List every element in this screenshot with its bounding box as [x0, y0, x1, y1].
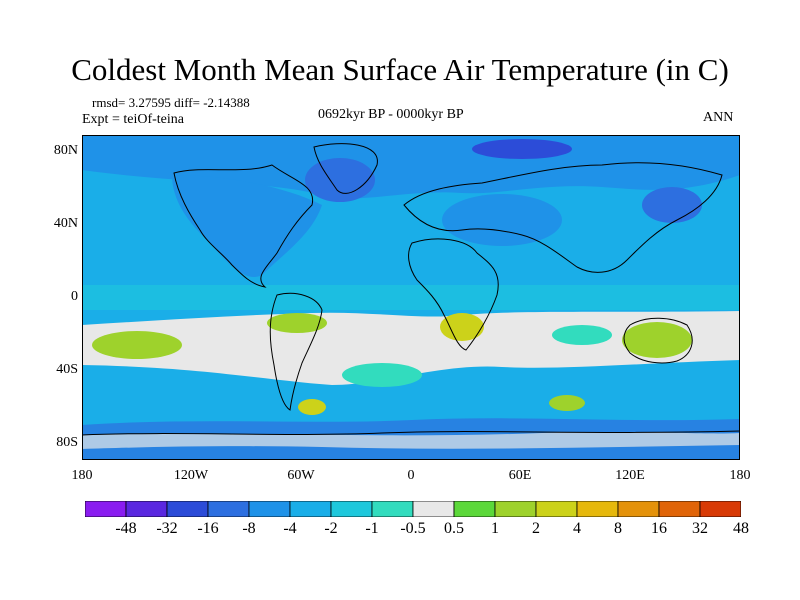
map-southern-ocean-warm: [549, 395, 585, 411]
colorbar-label: -2: [324, 520, 338, 537]
map-australia-warm: [622, 322, 692, 358]
rmsd-diff-text: rmsd= 3.27595 diff= -2.14388: [92, 95, 250, 110]
y-tick-80s: 80S: [56, 435, 78, 450]
period-label: 0692kyr BP - 0000kyr BP: [318, 107, 464, 122]
map-coast-greenland: [313, 143, 378, 194]
colorbar-swatch: [330, 501, 373, 517]
colorbar-swatch: [207, 501, 250, 517]
figure-title: Coldest Month Mean Surface Air Temperatu…: [71, 52, 729, 87]
colorbar-swatch: [289, 501, 332, 517]
colorbar-label: 0.5: [444, 520, 464, 537]
colorbar-swatch: [371, 501, 414, 517]
map-cold-greenland-patch: [305, 158, 375, 202]
map-cold-asia-patch: [442, 194, 562, 246]
colorbar-swatch: [85, 501, 127, 517]
map-cold-siberia-patch: [642, 187, 702, 223]
colorbar-label: 48: [733, 520, 749, 537]
y-tick-40s: 40S: [56, 362, 78, 377]
colorbar-swatch: [658, 501, 701, 517]
experiment-label: Expt = teiOf-teina: [82, 112, 184, 127]
temperature-map: [81, 135, 741, 460]
map-indian-ocean-aqua: [552, 325, 612, 345]
map-south-america-warm: [267, 313, 327, 333]
colorbar-label: -0.5: [400, 520, 426, 537]
map-border: [82, 135, 740, 460]
map-north-america-field: [172, 175, 322, 277]
colorbar-label: 2: [532, 520, 540, 537]
colorbar-swatch: [125, 501, 168, 517]
map-coast-south-america: [269, 292, 323, 411]
x-tick-120w: 120W: [173, 468, 209, 483]
colorbar-swatch: [617, 501, 660, 517]
map-southern-africa-warm: [440, 313, 484, 341]
x-tick-60e: 60E: [508, 468, 532, 483]
colorbar-swatch: [453, 501, 496, 517]
map-coast-antarctica: [81, 430, 741, 436]
colorbar-swatch: [535, 501, 578, 517]
map-drake-warm: [298, 399, 326, 415]
colorbar-swatch: [412, 501, 455, 517]
colorbar-swatch: [576, 501, 619, 517]
map-coast-australia: [623, 317, 693, 364]
x-tick-0: 0: [407, 468, 415, 483]
colorbar-swatch: [494, 501, 537, 517]
map-coast-north-america: [173, 164, 314, 288]
colorbar: [85, 501, 741, 517]
x-tick-180e: 180: [729, 468, 751, 483]
map-coast-europe-asia: [403, 162, 723, 273]
colorbar-label: 1: [491, 520, 499, 537]
colorbar-swatch: [248, 501, 291, 517]
colorbar-label: 16: [651, 520, 667, 537]
colorbar-label: -16: [197, 520, 219, 537]
map-cold-arctic-patch: [472, 139, 572, 159]
colorbar-label: 8: [614, 520, 622, 537]
colorbar-swatch: [699, 501, 741, 517]
y-tick-80n: 80N: [53, 143, 78, 158]
y-tick-0: 0: [71, 289, 78, 304]
map-tropical-band: [82, 285, 740, 310]
colorbar-swatch: [166, 501, 209, 517]
x-tick-120e: 120E: [615, 468, 645, 483]
colorbar-label: -48: [115, 520, 137, 537]
x-tick-180w: 180: [71, 468, 93, 483]
y-tick-40n: 40N: [53, 216, 78, 231]
colorbar-label: -1: [365, 520, 379, 537]
season-label: ANN: [703, 110, 734, 125]
map-south-pacific-warm: [92, 331, 182, 359]
map-south-atlantic-aqua: [342, 363, 422, 387]
map-coast-africa: [408, 238, 499, 351]
colorbar-label: 4: [573, 520, 581, 537]
colorbar-label: 32: [692, 520, 708, 537]
colorbar-label: -8: [242, 520, 256, 537]
map-antarctic-light-band: [82, 432, 740, 449]
colorbar-label: -4: [283, 520, 297, 537]
x-tick-60w: 60W: [287, 468, 315, 483]
colorbar-label: -32: [156, 520, 178, 537]
